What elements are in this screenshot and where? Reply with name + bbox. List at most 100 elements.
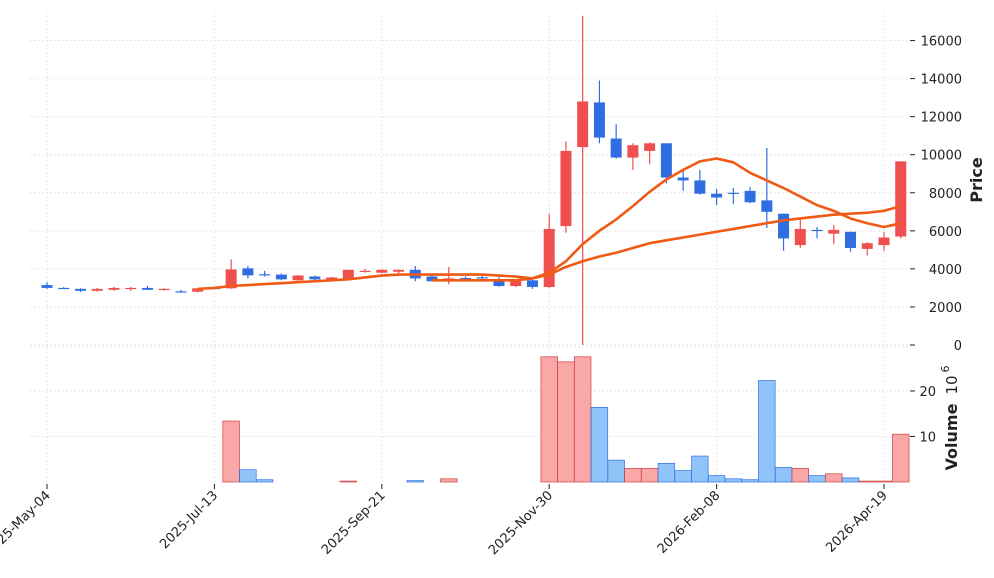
price-tick-label: 12000 bbox=[921, 111, 962, 126]
volume-bar bbox=[741, 479, 759, 483]
price-axis-label: Price bbox=[967, 157, 986, 203]
x-tick-label: 2025-May-04 bbox=[0, 488, 54, 559]
candle-body bbox=[811, 229, 823, 232]
volume-bars bbox=[222, 356, 910, 483]
volume-tick-label: 20 bbox=[919, 385, 936, 400]
price-tick-label: 16000 bbox=[921, 35, 962, 50]
price-tick-label: 8000 bbox=[929, 187, 962, 202]
x-tick-label: 2025-Jul-13 bbox=[157, 488, 221, 552]
candle-body bbox=[192, 288, 204, 292]
candle-body bbox=[761, 200, 773, 212]
volume-bar bbox=[657, 462, 676, 483]
volume-bar bbox=[724, 478, 742, 483]
candle-body bbox=[125, 287, 137, 290]
price-tick-label: 6000 bbox=[929, 225, 962, 240]
volume-bar bbox=[540, 356, 558, 483]
candle-body bbox=[543, 228, 555, 287]
x-tick-label: 2025-Nov-30 bbox=[486, 488, 556, 558]
volume-multiplier-base: 10 bbox=[943, 375, 961, 394]
candles bbox=[41, 15, 907, 345]
candle-body bbox=[644, 143, 656, 151]
grid bbox=[30, 12, 910, 482]
x-tick-label: 2025-Sep-21 bbox=[319, 488, 389, 558]
candle-body bbox=[711, 193, 723, 198]
candle-body bbox=[141, 287, 153, 290]
x-tick-label: 2026-Apr-19 bbox=[823, 488, 890, 555]
candle-body bbox=[526, 280, 538, 287]
volume-bar bbox=[640, 467, 659, 483]
candle-body bbox=[895, 161, 907, 237]
volume-bar bbox=[557, 361, 575, 483]
x-tick-label: 2026-Feb-08 bbox=[655, 488, 724, 557]
volume-bar bbox=[774, 467, 793, 483]
candle-body bbox=[694, 180, 706, 194]
candle-body bbox=[376, 269, 388, 273]
candle-body bbox=[593, 102, 605, 138]
moving-averages bbox=[197, 157, 902, 291]
candle-body bbox=[359, 270, 371, 272]
candle-body bbox=[476, 277, 488, 279]
candle-body bbox=[275, 274, 287, 280]
candle-body bbox=[91, 288, 103, 291]
candle-body bbox=[493, 279, 505, 287]
moving-average-line bbox=[432, 157, 902, 282]
volume-bar bbox=[624, 467, 642, 483]
price-tick-label: 4000 bbox=[929, 263, 962, 278]
volume-bar bbox=[607, 459, 625, 483]
candle-body bbox=[259, 274, 271, 276]
volume-bar bbox=[858, 480, 876, 483]
candle-body bbox=[58, 287, 70, 290]
volume-bar bbox=[791, 467, 809, 483]
candle-body bbox=[845, 231, 857, 248]
candle-body bbox=[426, 276, 438, 282]
candle-body bbox=[175, 291, 187, 293]
volume-bar bbox=[841, 477, 860, 483]
candle-body bbox=[309, 276, 321, 280]
volume-bar bbox=[406, 480, 424, 483]
price-tick-label: 0 bbox=[954, 339, 962, 354]
candle-body bbox=[326, 277, 338, 280]
volume-bar bbox=[222, 420, 240, 483]
volume-bar bbox=[674, 470, 692, 483]
candle-body bbox=[828, 229, 840, 234]
candle-body bbox=[727, 192, 739, 194]
candle-body bbox=[41, 285, 53, 288]
volume-bar bbox=[440, 478, 458, 483]
volume-axis-label: Volume bbox=[942, 403, 961, 470]
candle-body bbox=[660, 143, 672, 178]
volume-bar bbox=[808, 475, 826, 483]
volume-bar bbox=[590, 407, 609, 483]
candle-body bbox=[794, 228, 806, 246]
volume-bar bbox=[875, 480, 893, 483]
candle-body bbox=[342, 269, 354, 279]
candle-body bbox=[393, 269, 405, 272]
volume-bar bbox=[339, 480, 357, 483]
candle-body bbox=[225, 269, 237, 289]
candle-body bbox=[861, 243, 873, 249]
candle-body bbox=[577, 101, 589, 148]
candle-body bbox=[74, 288, 86, 291]
volume-bar bbox=[825, 473, 843, 483]
candle-body bbox=[878, 237, 890, 246]
price-tick-label: 2000 bbox=[929, 301, 962, 316]
volume-bar bbox=[758, 380, 776, 483]
volume-tick-label: 10 bbox=[919, 430, 936, 445]
candle-body bbox=[627, 145, 639, 158]
volume-bar bbox=[239, 469, 257, 483]
volume-multiplier-exp: 6 bbox=[939, 366, 952, 373]
candle-body bbox=[560, 150, 572, 227]
price-tick-label: 14000 bbox=[921, 73, 962, 88]
candle-body bbox=[778, 213, 790, 239]
candle-body bbox=[158, 288, 170, 291]
candle-body bbox=[460, 278, 471, 280]
price-tick-label: 10000 bbox=[921, 149, 962, 164]
candle-body bbox=[292, 275, 304, 281]
volume-bar bbox=[574, 356, 592, 483]
volume-bar bbox=[255, 479, 274, 483]
candle-body bbox=[744, 190, 756, 203]
moving-average-line bbox=[197, 204, 902, 291]
candle-body bbox=[610, 138, 622, 158]
volume-bar bbox=[892, 433, 910, 483]
